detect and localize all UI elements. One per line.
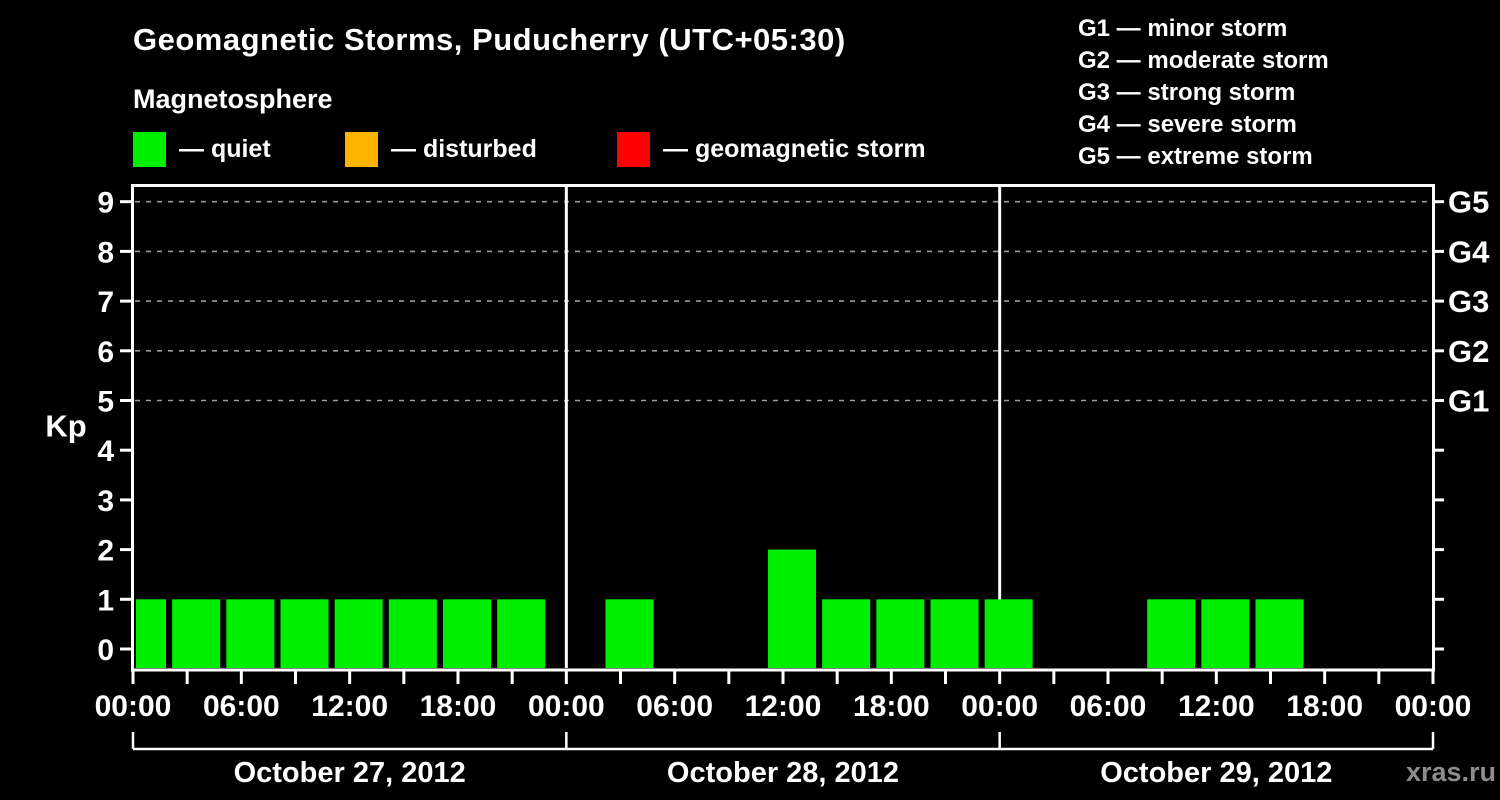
y-axis-label: 7: [97, 286, 114, 319]
kp-state-legend: — quiet — disturbed — geomagnetic storm: [0, 131, 1500, 171]
time-label: 18:00: [853, 690, 930, 723]
time-label: 06:00: [636, 690, 713, 723]
kp-bar: [280, 599, 329, 668]
g-scale-label: G5: [1448, 185, 1489, 220]
date-label: October 27, 2012: [234, 757, 466, 789]
time-label: 00:00: [1395, 690, 1472, 723]
kp-bar: [1201, 599, 1250, 668]
legend-item-quiet: — quiet: [133, 131, 271, 168]
kp-bar: [984, 599, 1033, 668]
time-label: 12:00: [745, 690, 822, 723]
time-label: 06:00: [1070, 690, 1147, 723]
watermark: xras.ru: [1405, 757, 1496, 787]
storm-scale-g5: G5 — extreme storm: [1078, 143, 1313, 170]
time-label: 00:00: [961, 690, 1038, 723]
kp-bar: [334, 599, 383, 668]
g-scale-label: G2: [1448, 334, 1489, 369]
kp-bar: [497, 599, 546, 668]
kp-axis-title: Kp: [45, 408, 86, 443]
magnetosphere-label: Magnetosphere: [133, 84, 333, 114]
kp-bar: [1147, 599, 1196, 668]
y-axis-label: 6: [97, 336, 114, 369]
legend-item-storm: — geomagnetic storm: [617, 131, 926, 168]
legend-label-disturbed: — disturbed: [391, 135, 537, 163]
kp-bar: [605, 599, 654, 668]
storm-scale-g1: G1 — minor storm: [1078, 15, 1288, 42]
disturbed-color-swatch: [345, 132, 378, 167]
y-axis-label: 4: [97, 435, 114, 468]
time-label: 00:00: [528, 690, 605, 723]
storm-scale-g3: G3 — strong storm: [1078, 79, 1296, 106]
kp-bar: [1255, 599, 1304, 668]
storm-scale-legend: G1 — minor storm G2 — moderate storm G3 …: [1078, 13, 1329, 173]
kp-bar: [930, 599, 979, 668]
legend-item-disturbed: — disturbed: [345, 131, 537, 168]
time-label: 12:00: [1178, 690, 1255, 723]
time-label: 00:00: [95, 690, 172, 723]
g-scale-label: G3: [1448, 284, 1489, 319]
storm-scale-g4: G4 — severe storm: [1078, 111, 1297, 138]
time-label: 06:00: [203, 690, 280, 723]
y-axis-label: 5: [97, 386, 114, 419]
legend-label-quiet: — quiet: [179, 135, 271, 163]
kp-bar: [822, 599, 871, 668]
y-axis-label: 0: [97, 634, 114, 667]
g-scale-label: G1: [1448, 384, 1489, 419]
legend-label-storm: — geomagnetic storm: [663, 135, 926, 163]
quiet-color-swatch: [133, 132, 166, 167]
y-axis-label: 9: [97, 187, 114, 220]
y-axis-label: 3: [97, 485, 114, 518]
g-scale-label: G4: [1448, 234, 1490, 269]
storm-scale-g2: G2 — moderate storm: [1078, 47, 1329, 74]
kp-bar: [388, 599, 437, 668]
time-label: 12:00: [311, 690, 388, 723]
storm-color-swatch: [617, 132, 650, 167]
y-axis-label: 1: [97, 584, 114, 617]
time-label: 18:00: [420, 690, 497, 723]
kp-bar: [172, 599, 221, 668]
kp-bar: [136, 599, 166, 668]
time-label: 18:00: [1286, 690, 1363, 723]
y-axis-label: 2: [97, 535, 114, 568]
y-axis-label: 8: [97, 236, 114, 269]
chart-title: Geomagnetic Storms, Puducherry (UTC+05:3…: [133, 22, 846, 57]
kp-bar: [768, 549, 816, 668]
kp-bar: [443, 599, 491, 668]
kp-bar: [876, 599, 925, 668]
date-label: October 29, 2012: [1100, 757, 1332, 789]
date-label: October 28, 2012: [667, 757, 899, 789]
kp-bar: [226, 599, 275, 668]
